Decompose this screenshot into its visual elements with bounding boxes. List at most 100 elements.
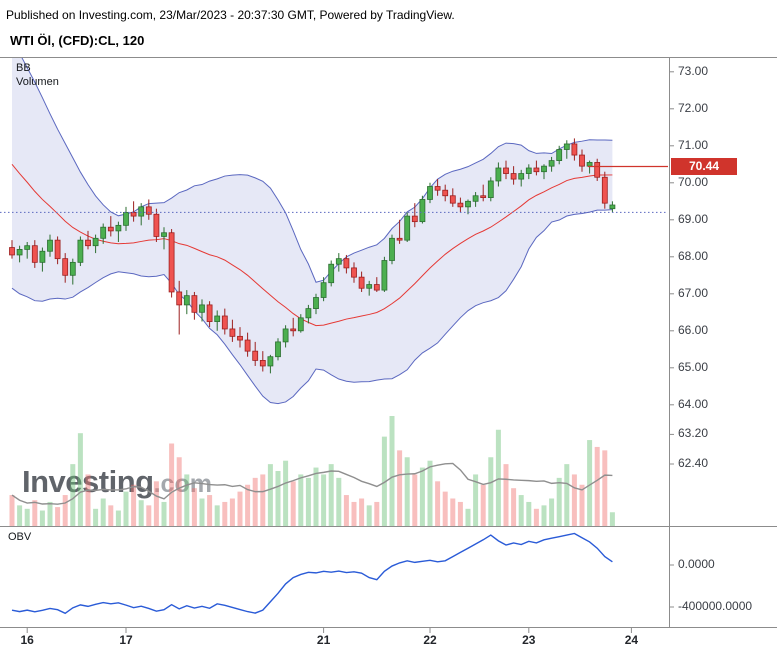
- candle-body: [244, 339, 251, 352]
- candle-body: [176, 291, 183, 306]
- volume-bar: [579, 484, 585, 526]
- volume-bar: [351, 501, 357, 526]
- candle-body: [282, 328, 289, 343]
- volume-bar: [77, 433, 83, 526]
- volume-bar: [321, 474, 327, 526]
- volume-bar: [465, 508, 471, 526]
- volume-bar: [222, 501, 228, 526]
- candle-body: [609, 204, 616, 210]
- volume-bar: [602, 450, 608, 526]
- candle-body: [351, 267, 357, 278]
- volume-bar: [115, 510, 121, 526]
- volume-bar: [404, 457, 410, 526]
- candle-body: [252, 350, 259, 361]
- candle-body: [100, 226, 107, 239]
- volume-bar: [191, 488, 197, 526]
- volume-bar: [275, 471, 281, 526]
- volume-bar: [55, 507, 61, 526]
- volume-bar: [480, 484, 486, 526]
- volume-bar: [17, 505, 23, 526]
- volume-bar: [100, 498, 106, 526]
- candle-body: [267, 356, 274, 367]
- volume-bar: [541, 505, 547, 526]
- volume-bar: [564, 464, 570, 526]
- volume-bar: [518, 495, 524, 526]
- volume-bar: [161, 501, 167, 526]
- candle-body: [107, 226, 114, 232]
- candle-body: [449, 195, 456, 204]
- volume-bar: [85, 474, 91, 526]
- candle-body: [518, 173, 525, 180]
- volume-bar: [153, 481, 159, 526]
- candle-body: [229, 328, 236, 337]
- candle-body: [16, 248, 23, 256]
- candle-body: [457, 202, 464, 208]
- volume-bar: [184, 474, 190, 526]
- volume-bar: [503, 464, 509, 526]
- volume-bar: [47, 501, 53, 526]
- obv-pane[interactable]: [11, 532, 613, 615]
- volume-bar: [146, 505, 152, 526]
- candle-body: [138, 206, 145, 217]
- volume-bar: [457, 501, 463, 526]
- candle-body: [480, 195, 487, 199]
- volume-bar: [93, 508, 99, 526]
- main-pane[interactable]: [0, 40, 668, 526]
- candle-body: [47, 239, 53, 252]
- candle-body: [594, 162, 601, 178]
- volume-bar: [138, 500, 144, 526]
- candle-body: [442, 189, 449, 197]
- candle-body: [69, 261, 76, 276]
- candle-body: [389, 237, 395, 261]
- volume-bar: [473, 474, 479, 526]
- volume-bar: [343, 495, 349, 526]
- volume-bar: [214, 505, 220, 526]
- watermark-investing-text: Investing: [22, 464, 154, 499]
- volume-bar: [123, 491, 129, 526]
- candle-body: [571, 143, 578, 156]
- candle-body: [77, 239, 84, 263]
- candle-body: [396, 237, 403, 241]
- volume-bar: [571, 474, 577, 526]
- candle-body: [465, 200, 471, 208]
- axes: [0, 57, 777, 633]
- candle-body: [548, 160, 555, 167]
- volume-bar: [336, 477, 342, 526]
- candle-body: [320, 282, 327, 298]
- candle-body: [85, 239, 91, 247]
- volume-bar: [199, 498, 205, 526]
- volume-bar: [283, 460, 289, 526]
- candle-body: [381, 260, 388, 291]
- candle-body: [495, 167, 502, 182]
- candle-body: [9, 247, 15, 256]
- volume-bar: [609, 512, 615, 526]
- volume-bar: [237, 491, 243, 526]
- volume-bar: [435, 481, 441, 526]
- volume-bar: [70, 464, 76, 526]
- candle-body: [130, 211, 137, 217]
- volume-bar: [39, 510, 45, 526]
- volume-bar: [298, 474, 304, 526]
- candle-body: [153, 213, 160, 237]
- candle-body: [39, 250, 46, 263]
- volume-bar: [24, 508, 30, 526]
- volume-bar: [305, 477, 311, 526]
- volume-bar: [397, 450, 403, 526]
- candle-body: [411, 215, 418, 223]
- volume-bar: [328, 464, 334, 526]
- candle-body: [366, 284, 373, 289]
- volume-bar: [419, 467, 425, 526]
- candle-body: [487, 180, 494, 198]
- candle-body: [586, 162, 593, 167]
- candle-body: [259, 359, 266, 367]
- volume-bar: [427, 460, 433, 526]
- candle-body: [404, 215, 411, 241]
- candle-body: [275, 341, 281, 358]
- candle-body: [601, 176, 608, 204]
- volume-bar: [587, 440, 593, 526]
- candle-body: [161, 232, 167, 237]
- candle-body: [525, 167, 532, 174]
- volume-bar: [290, 481, 296, 526]
